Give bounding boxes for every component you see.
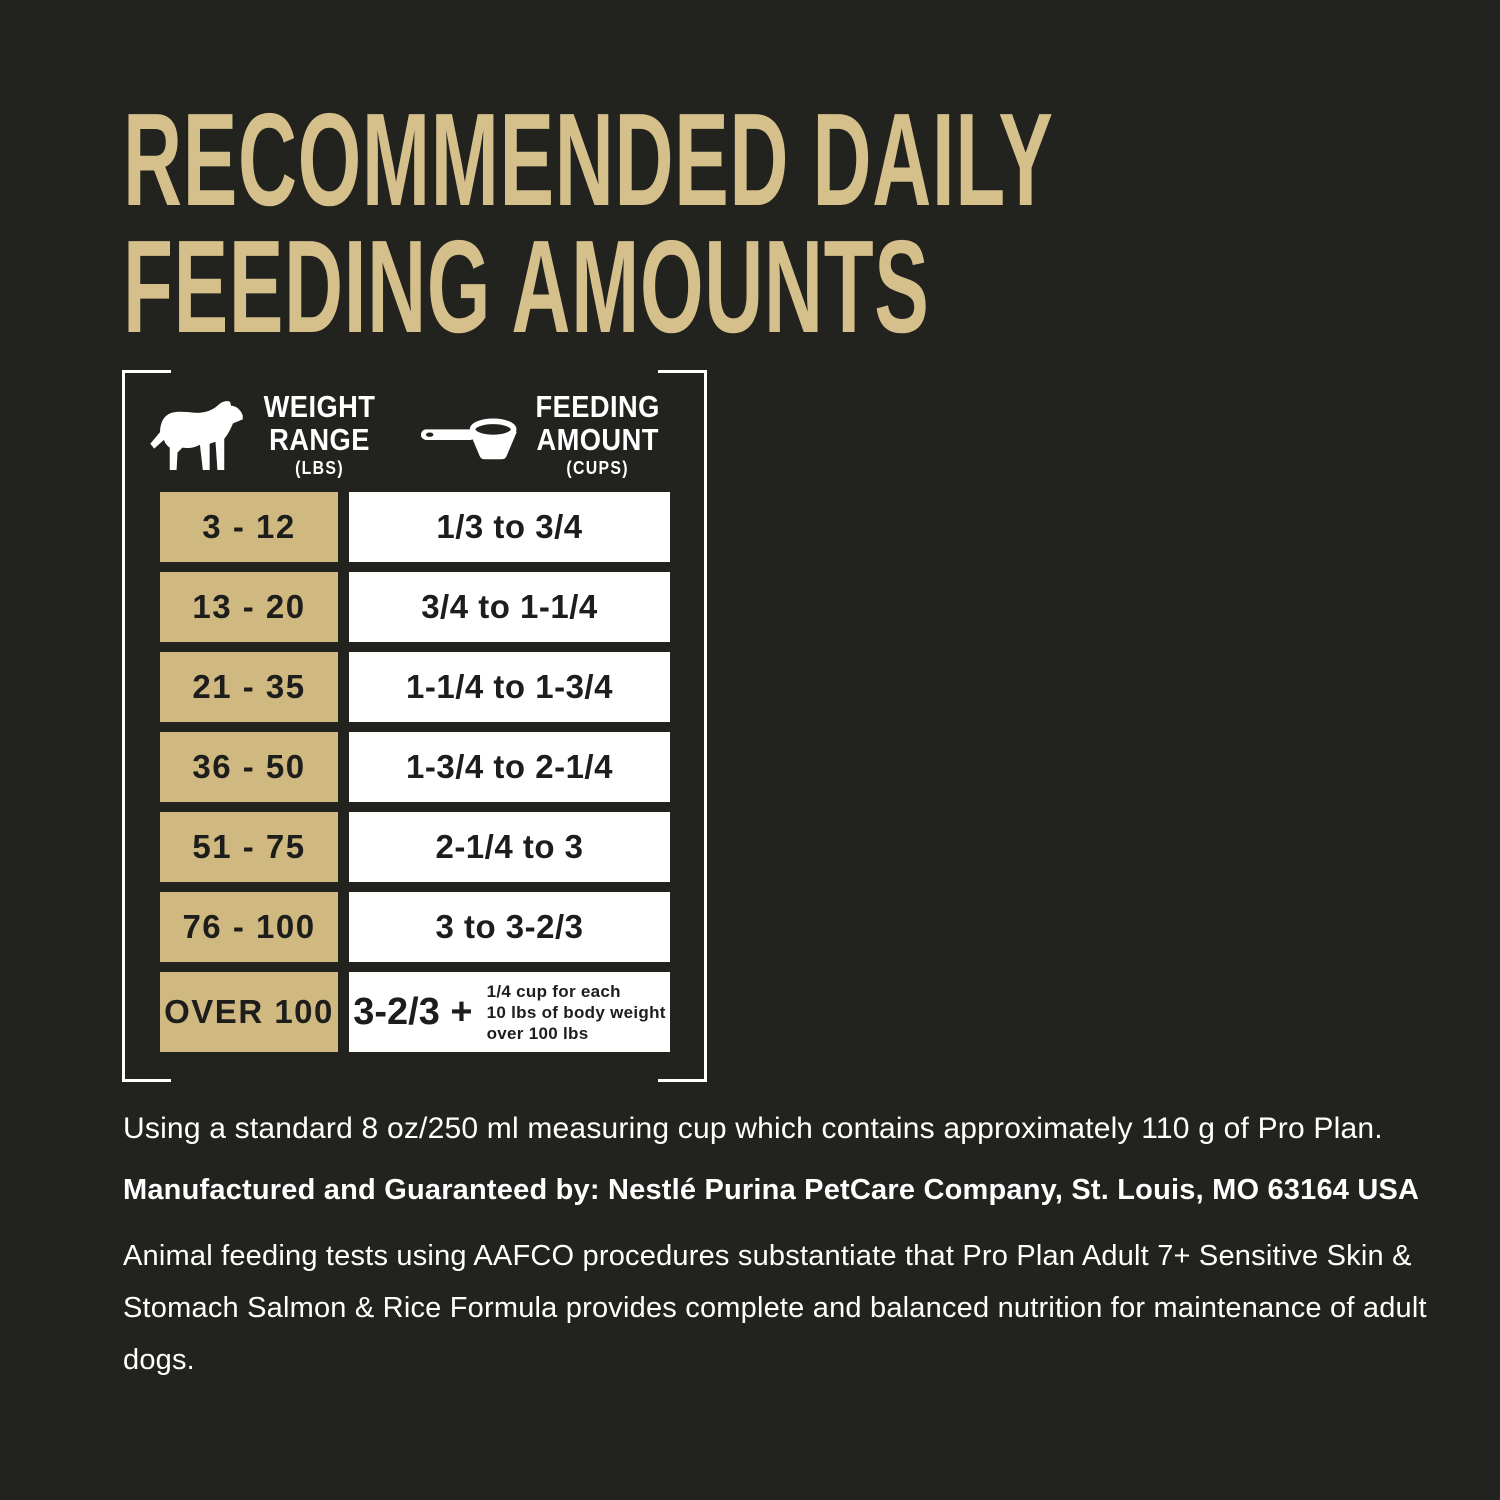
weight-cell: 51 - 75 xyxy=(160,812,338,882)
amount-cell: 1/3 to 3/4 xyxy=(349,492,670,562)
page-title-line1: RECOMMENDED DAILY xyxy=(123,86,1054,233)
table-row: 36 - 50 1-3/4 to 2-1/4 xyxy=(160,732,670,802)
feeding-amount-label: FEEDING AMOUNT (CUPS) xyxy=(535,390,659,480)
table-row: 76 - 100 3 to 3-2/3 xyxy=(160,892,670,962)
amount-cell: 3-2/3 + 1/4 cup for each 10 lbs of body … xyxy=(349,972,670,1052)
weight-cell: 13 - 20 xyxy=(160,572,338,642)
feeding-unit-label: (CUPS) xyxy=(566,458,629,478)
weight-cell: 3 - 12 xyxy=(160,492,338,562)
amount-cell: 3 to 3-2/3 xyxy=(349,892,670,962)
weight-label-line2: RANGE xyxy=(269,422,370,457)
weight-range-label: WEIGHT RANGE (LBS) xyxy=(264,390,376,480)
feeding-label-line2: AMOUNT xyxy=(536,422,659,457)
measuring-cup-note: Using a standard 8 oz/250 ml measuring c… xyxy=(123,1112,1383,1145)
weight-cell: 76 - 100 xyxy=(160,892,338,962)
aafco-statement: Animal feeding tests using AAFCO procedu… xyxy=(123,1240,1427,1376)
weight-range-header: WEIGHT RANGE (LBS) xyxy=(148,390,383,480)
weight-label-line1: WEIGHT xyxy=(263,389,376,424)
feeding-table: 3 - 12 1/3 to 3/4 13 - 20 3/4 to 1-1/4 2… xyxy=(160,492,670,1052)
table-row: OVER 100 3-2/3 + 1/4 cup for each 10 lbs… xyxy=(160,972,670,1052)
page-title-line2: FEEDING AMOUNTS xyxy=(123,213,930,360)
feeding-amount-header: FEEDING AMOUNT (CUPS) xyxy=(417,390,668,480)
page-title: RECOMMENDED DAILY FEEDING AMOUNTS xyxy=(123,86,1500,360)
amount-cell: 1-3/4 to 2-1/4 xyxy=(349,732,670,802)
feeding-label-line1: FEEDING xyxy=(535,389,660,424)
amount-note: 1/4 cup for each 10 lbs of body weight o… xyxy=(486,981,666,1043)
table-row: 21 - 35 1-1/4 to 1-3/4 xyxy=(160,652,670,722)
manufacturer-line: Manufactured and Guaranteed by: Nestlé P… xyxy=(123,1174,1420,1206)
weight-cell: OVER 100 xyxy=(160,972,338,1052)
amount-cell: 1-1/4 to 1-3/4 xyxy=(349,652,670,722)
frame-bracket-left xyxy=(122,370,171,1082)
frame-bracket-right xyxy=(658,370,707,1082)
amount-value: 3-2/3 + xyxy=(353,990,473,1033)
table-row: 3 - 12 1/3 to 3/4 xyxy=(160,492,670,562)
amount-cell: 3/4 to 1-1/4 xyxy=(349,572,670,642)
weight-cell: 36 - 50 xyxy=(160,732,338,802)
amount-cell: 2-1/4 to 3 xyxy=(349,812,670,882)
table-row: 51 - 75 2-1/4 to 3 xyxy=(160,812,670,882)
table-row: 13 - 20 3/4 to 1-1/4 xyxy=(160,572,670,642)
weight-unit-label: (LBS) xyxy=(295,458,344,478)
dog-icon xyxy=(148,399,246,471)
measuring-cup-icon xyxy=(417,407,517,463)
weight-cell: 21 - 35 xyxy=(160,652,338,722)
table-header: WEIGHT RANGE (LBS) FEEDING AMOUNT (CUPS) xyxy=(148,390,668,480)
